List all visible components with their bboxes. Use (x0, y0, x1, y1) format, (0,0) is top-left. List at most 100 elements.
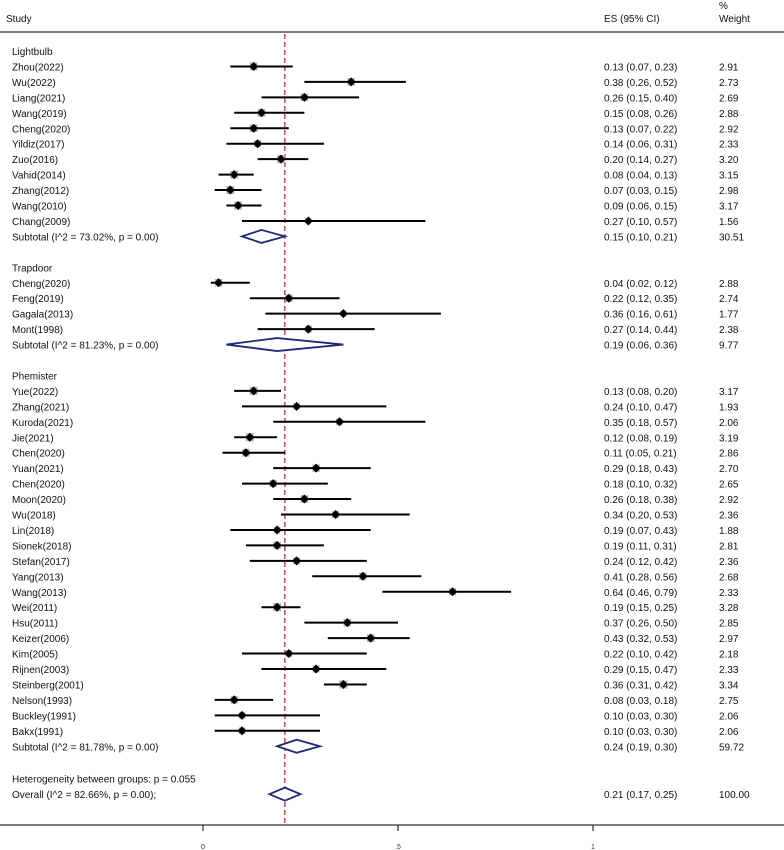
es-ci-text: 0.34 (0.20, 0.53) (604, 511, 677, 522)
weight-text: 2.74 (719, 294, 739, 305)
es-ci-text: 0.29 (0.15, 0.47) (604, 665, 677, 676)
point-estimate (346, 77, 356, 87)
es-ci-text: 0.19 (0.07, 0.43) (604, 526, 677, 537)
point-estimate (214, 278, 224, 288)
point-estimate (245, 432, 255, 442)
weight-text: 2.33 (719, 140, 739, 151)
point-estimate (299, 92, 309, 102)
header-weight: Weight (719, 14, 750, 25)
weight-text: 2.81 (719, 541, 739, 552)
weight-text: 2.88 (719, 109, 739, 120)
weight-text: 2.06 (719, 418, 739, 429)
group-label: Trapdoor (12, 263, 53, 274)
study-label: Chang(2009) (12, 217, 70, 228)
weight-text: 100.00 (719, 790, 750, 801)
weight-text: 2.92 (719, 124, 739, 135)
es-ci-text: 0.19 (0.06, 0.36) (604, 341, 677, 352)
point-estimate (237, 710, 247, 720)
study-label: Yang(2013) (12, 572, 64, 583)
es-ci-text: 0.35 (0.18, 0.57) (604, 418, 677, 429)
es-ci-text: 0.24 (0.10, 0.47) (604, 402, 677, 413)
weight-text: 9.77 (719, 341, 739, 352)
x-axis: 0.5 1 (0, 824, 784, 850)
point-estimate (249, 386, 259, 396)
es-ci-text: 0.27 (0.10, 0.57) (604, 217, 677, 228)
es-ci-text: 0.38 (0.26, 0.52) (604, 78, 677, 89)
es-ci-text: 0.43 (0.32, 0.53) (604, 634, 677, 645)
es-ci-text: 0.19 (0.11, 0.31) (604, 541, 677, 552)
study-label: Kuroda(2021) (12, 418, 73, 429)
point-estimate (229, 170, 239, 180)
es-ci-text: 0.36 (0.31, 0.42) (604, 680, 677, 691)
study-label: Cheng(2020) (12, 279, 70, 290)
weight-text: 2.18 (719, 650, 739, 661)
weight-text: 3.15 (719, 171, 739, 182)
group-label: Phemister (12, 371, 58, 382)
x-tick-label: .5 (395, 844, 401, 850)
es-ci-text: 0.13 (0.08, 0.20) (604, 387, 677, 398)
point-estimate (338, 679, 348, 689)
es-ci-text: 0.20 (0.14, 0.27) (604, 155, 677, 166)
weight-text: 2.73 (719, 78, 739, 89)
study-label: Lin(2018) (12, 526, 54, 537)
es-ci-text: 0.11 (0.05, 0.21) (604, 449, 677, 460)
study-label: Gagala(2013) (12, 310, 73, 321)
header-es-ci: ES (95% CI) (604, 14, 660, 25)
es-ci-text: 0.15 (0.08, 0.26) (604, 109, 677, 120)
subtotal-label: Subtotal (I^2 = 73.02%, p = 0.00) (12, 232, 158, 243)
study-label: Jie(2021) (12, 433, 54, 444)
study-label: Nelson(1993) (12, 696, 72, 707)
header-weight-percent: % (719, 1, 728, 12)
weight-text: 30.51 (719, 232, 744, 243)
subtotal-label: Subtotal (I^2 = 81.78%, p = 0.00) (12, 742, 158, 753)
es-ci-text: 0.10 (0.03, 0.30) (604, 711, 677, 722)
study-label: Steinberg(2001) (12, 680, 84, 691)
point-estimate (276, 154, 286, 164)
study-label: Wang(2013) (12, 588, 67, 599)
weight-text: 2.97 (719, 634, 739, 645)
study-label: Wu(2022) (12, 78, 56, 89)
weight-text: 2.85 (719, 619, 739, 630)
es-ci-text: 0.19 (0.15, 0.25) (604, 603, 677, 614)
weight-text: 1.93 (719, 402, 739, 413)
study-label: Chen(2020) (12, 449, 65, 460)
study-label: Chen(2020) (12, 480, 65, 491)
subtotal-label: Subtotal (I^2 = 81.23%, p = 0.00) (12, 341, 158, 352)
point-estimate (338, 309, 348, 319)
point-estimate (311, 664, 321, 674)
group-label: Lightbulb (12, 47, 53, 58)
weight-text: 2.75 (719, 696, 739, 707)
weight-text: 2.06 (719, 727, 739, 738)
es-ci-text: 0.04 (0.02, 0.12) (604, 279, 677, 290)
point-estimate (292, 556, 302, 566)
point-estimate (303, 324, 313, 334)
point-estimate (299, 494, 309, 504)
study-label: Feng(2019) (12, 294, 64, 305)
point-estimate (249, 123, 259, 133)
study-label: Bakx(1991) (12, 727, 63, 738)
study-label: Wang(2019) (12, 109, 67, 120)
weight-text: 2.36 (719, 511, 739, 522)
study-label: Keizer(2006) (12, 634, 69, 645)
point-estimate (331, 510, 341, 519)
study-label: Mont(1998) (12, 325, 63, 336)
point-estimate (342, 618, 352, 628)
study-label: Sionek(2018) (12, 541, 71, 552)
weight-text: 2.98 (719, 186, 739, 197)
weight-text: 3.17 (719, 202, 739, 213)
point-estimate (272, 525, 282, 535)
weight-text: 2.91 (719, 62, 739, 73)
study-label: Zhang(2012) (12, 186, 69, 197)
weight-text: 3.28 (719, 603, 739, 614)
point-estimate (284, 293, 294, 303)
heterogeneity-text: Heterogeneity between groups: p = 0.055 (12, 775, 196, 786)
subtotal-diamond (239, 228, 289, 244)
study-label: Stefan(2017) (12, 557, 70, 568)
point-estimate (225, 185, 235, 195)
overall-label: Overall (I^2 = 82.66%, p = 0.00); (12, 790, 156, 801)
study-label: Kim(2005) (12, 650, 58, 661)
weight-text: 2.36 (719, 557, 739, 568)
weight-text: 1.77 (719, 310, 739, 321)
es-ci-text: 0.37 (0.26, 0.50) (604, 619, 677, 630)
